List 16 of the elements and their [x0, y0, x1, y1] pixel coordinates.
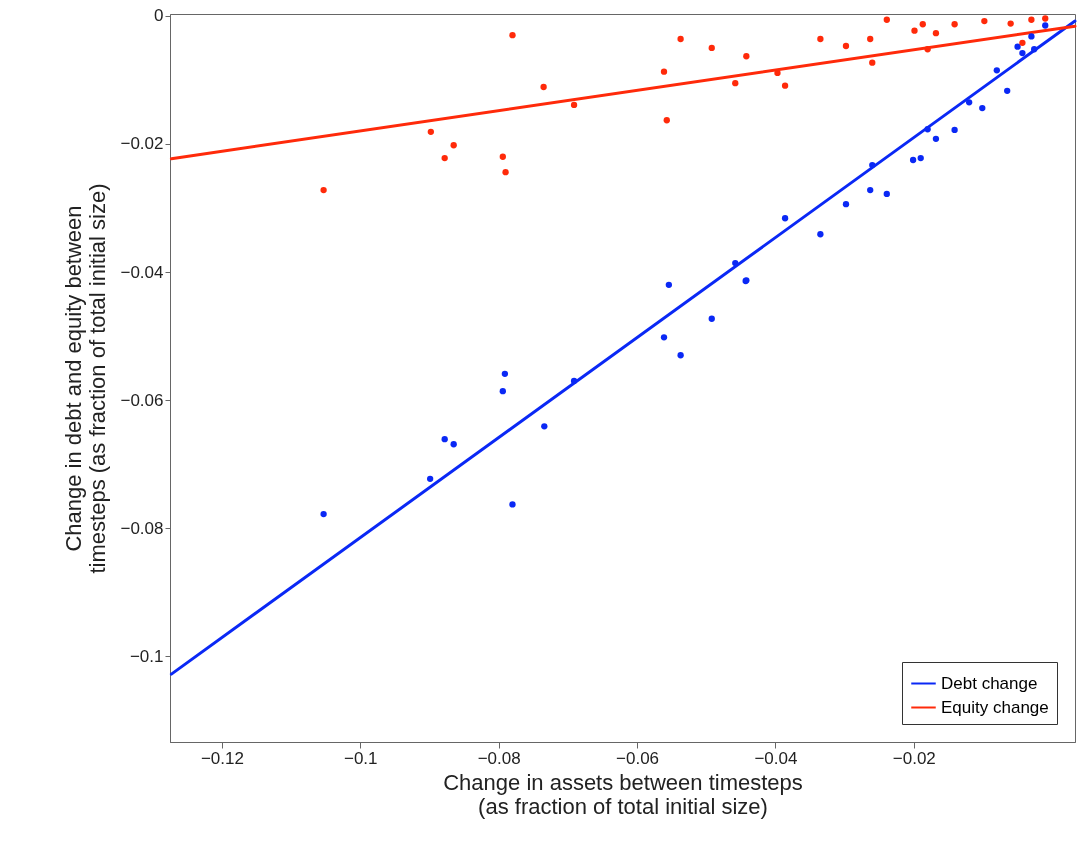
x-tick-label: −0.02	[892, 748, 936, 768]
y-tick-label: −0.08	[120, 518, 164, 538]
x-tick-label: −0.08	[477, 748, 521, 768]
x-tick-label: −0.06	[616, 748, 660, 768]
y-axis-title: Change in debt and equity between timesteps (as fraction of total initial size)	[61, 183, 111, 574]
legend-label: Equity change	[941, 697, 1049, 717]
x-tick-label: −0.1	[343, 748, 378, 768]
x-tick-label: −0.12	[200, 748, 244, 768]
y-tick-label: −0.02	[120, 134, 164, 154]
x-tick-label: −0.04	[754, 748, 798, 768]
y-tick-label: −0.04	[120, 262, 164, 282]
legend-label: Debt change	[941, 673, 1038, 693]
y-tick-label: −0.1	[129, 646, 164, 666]
y-tick-label: 0	[154, 6, 164, 26]
y-tick-label: −0.06	[120, 390, 164, 410]
x-axis-title: Change in assets between timesteps (as fraction of total initial size)	[443, 769, 803, 819]
